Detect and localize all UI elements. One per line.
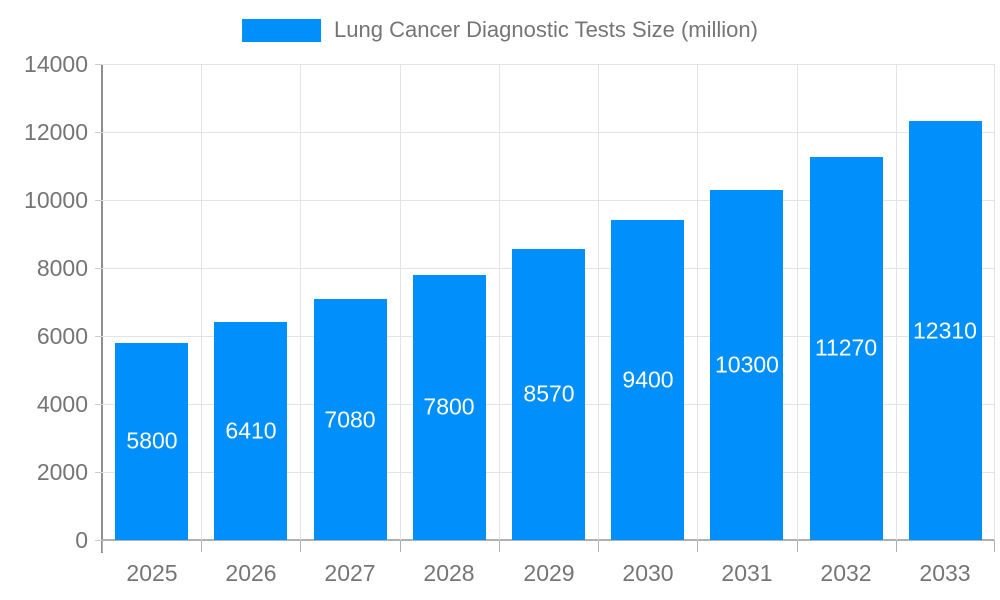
h-gridline-12000 [102, 132, 995, 133]
legend-swatch [242, 18, 322, 42]
bar-2032[interactable] [810, 157, 883, 540]
y-tick-8000 [95, 268, 102, 269]
bar-value-label-2032: 11270 [814, 334, 878, 361]
v-gridline-3 [400, 64, 401, 540]
y-tick-label-12000: 12000 [24, 119, 88, 145]
v-gridline-5 [598, 64, 599, 540]
x-tick-9 [994, 540, 995, 552]
y-tick-4000 [95, 404, 102, 405]
bar-value-label-2033: 12310 [913, 317, 977, 344]
x-tick-1 [201, 540, 202, 552]
y-tick-6000 [95, 336, 102, 337]
y-tick-10000 [95, 200, 102, 201]
x-tick-5 [598, 540, 599, 552]
x-tick-label-2029: 2029 [523, 560, 575, 586]
x-axis-baseline [102, 539, 995, 541]
v-gridline-9 [994, 64, 995, 540]
x-tick-label-2031: 2031 [721, 560, 773, 586]
h-gridline-14000 [102, 64, 995, 65]
v-gridline-1 [201, 64, 202, 540]
bar-2030[interactable] [611, 220, 684, 540]
bar-2031[interactable] [710, 190, 783, 540]
x-tick-label-2027: 2027 [324, 560, 376, 586]
y-tick-2000 [95, 472, 102, 473]
bar-value-label-2029: 8570 [523, 380, 575, 407]
bar-value-label-2031: 10300 [715, 351, 779, 378]
y-tick-0 [95, 540, 102, 541]
y-tick-label-0: 0 [75, 527, 88, 553]
y-tick-label-2000: 2000 [36, 459, 88, 485]
bar-2028[interactable] [413, 275, 486, 540]
y-tick-label-8000: 8000 [36, 255, 88, 281]
y-tick-14000 [95, 64, 102, 65]
x-tick-label-2030: 2030 [622, 560, 674, 586]
x-tick-label-2028: 2028 [423, 560, 475, 586]
y-tick-label-4000: 4000 [36, 391, 88, 417]
plot-area: 5800 6410 7080 7800 8570 9400 10300 11270 12310 [102, 64, 995, 541]
v-gridline-4 [499, 64, 500, 540]
v-gridline-7 [797, 64, 798, 540]
x-tick-label-2032: 2032 [820, 560, 872, 586]
x-tick-4 [499, 540, 500, 552]
x-tick-label-2025: 2025 [126, 560, 178, 586]
y-tick-label-10000: 10000 [24, 187, 88, 213]
bar-value-label-2028: 7800 [423, 393, 475, 420]
bar-2029[interactable] [512, 249, 585, 540]
x-tick-label-2033: 2033 [919, 560, 971, 586]
bar-2033[interactable] [909, 121, 982, 540]
bar-2027[interactable] [314, 299, 387, 540]
v-gridline-6 [697, 64, 698, 540]
x-tick-2 [300, 540, 301, 552]
bar-value-label-2026: 6410 [225, 417, 277, 444]
bar-2026[interactable] [214, 322, 287, 540]
y-tick-label-14000: 14000 [24, 51, 88, 77]
x-tick-3 [400, 540, 401, 552]
x-tick-6 [697, 540, 698, 552]
x-tick-label-2026: 2026 [225, 560, 277, 586]
bar-2025[interactable] [115, 343, 188, 540]
h-gridline-10000 [102, 200, 995, 201]
v-gridline-8 [896, 64, 897, 540]
x-tick-8 [896, 540, 897, 552]
x-tick-0 [102, 540, 103, 552]
bar-value-label-2027: 7080 [324, 406, 376, 433]
y-axis-line [101, 64, 103, 553]
bar-value-label-2025: 5800 [126, 427, 178, 454]
legend[interactable]: Lung Cancer Diagnostic Tests Size (milli… [242, 17, 758, 43]
x-tick-7 [797, 540, 798, 552]
v-gridline-2 [300, 64, 301, 540]
y-tick-label-6000: 6000 [36, 323, 88, 349]
legend-label: Lung Cancer Diagnostic Tests Size (milli… [334, 17, 758, 42]
bar-value-label-2030: 9400 [622, 366, 674, 393]
y-tick-12000 [95, 132, 102, 133]
